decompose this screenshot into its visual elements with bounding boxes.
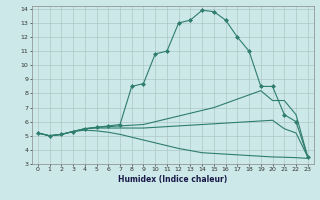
X-axis label: Humidex (Indice chaleur): Humidex (Indice chaleur) — [118, 175, 228, 184]
